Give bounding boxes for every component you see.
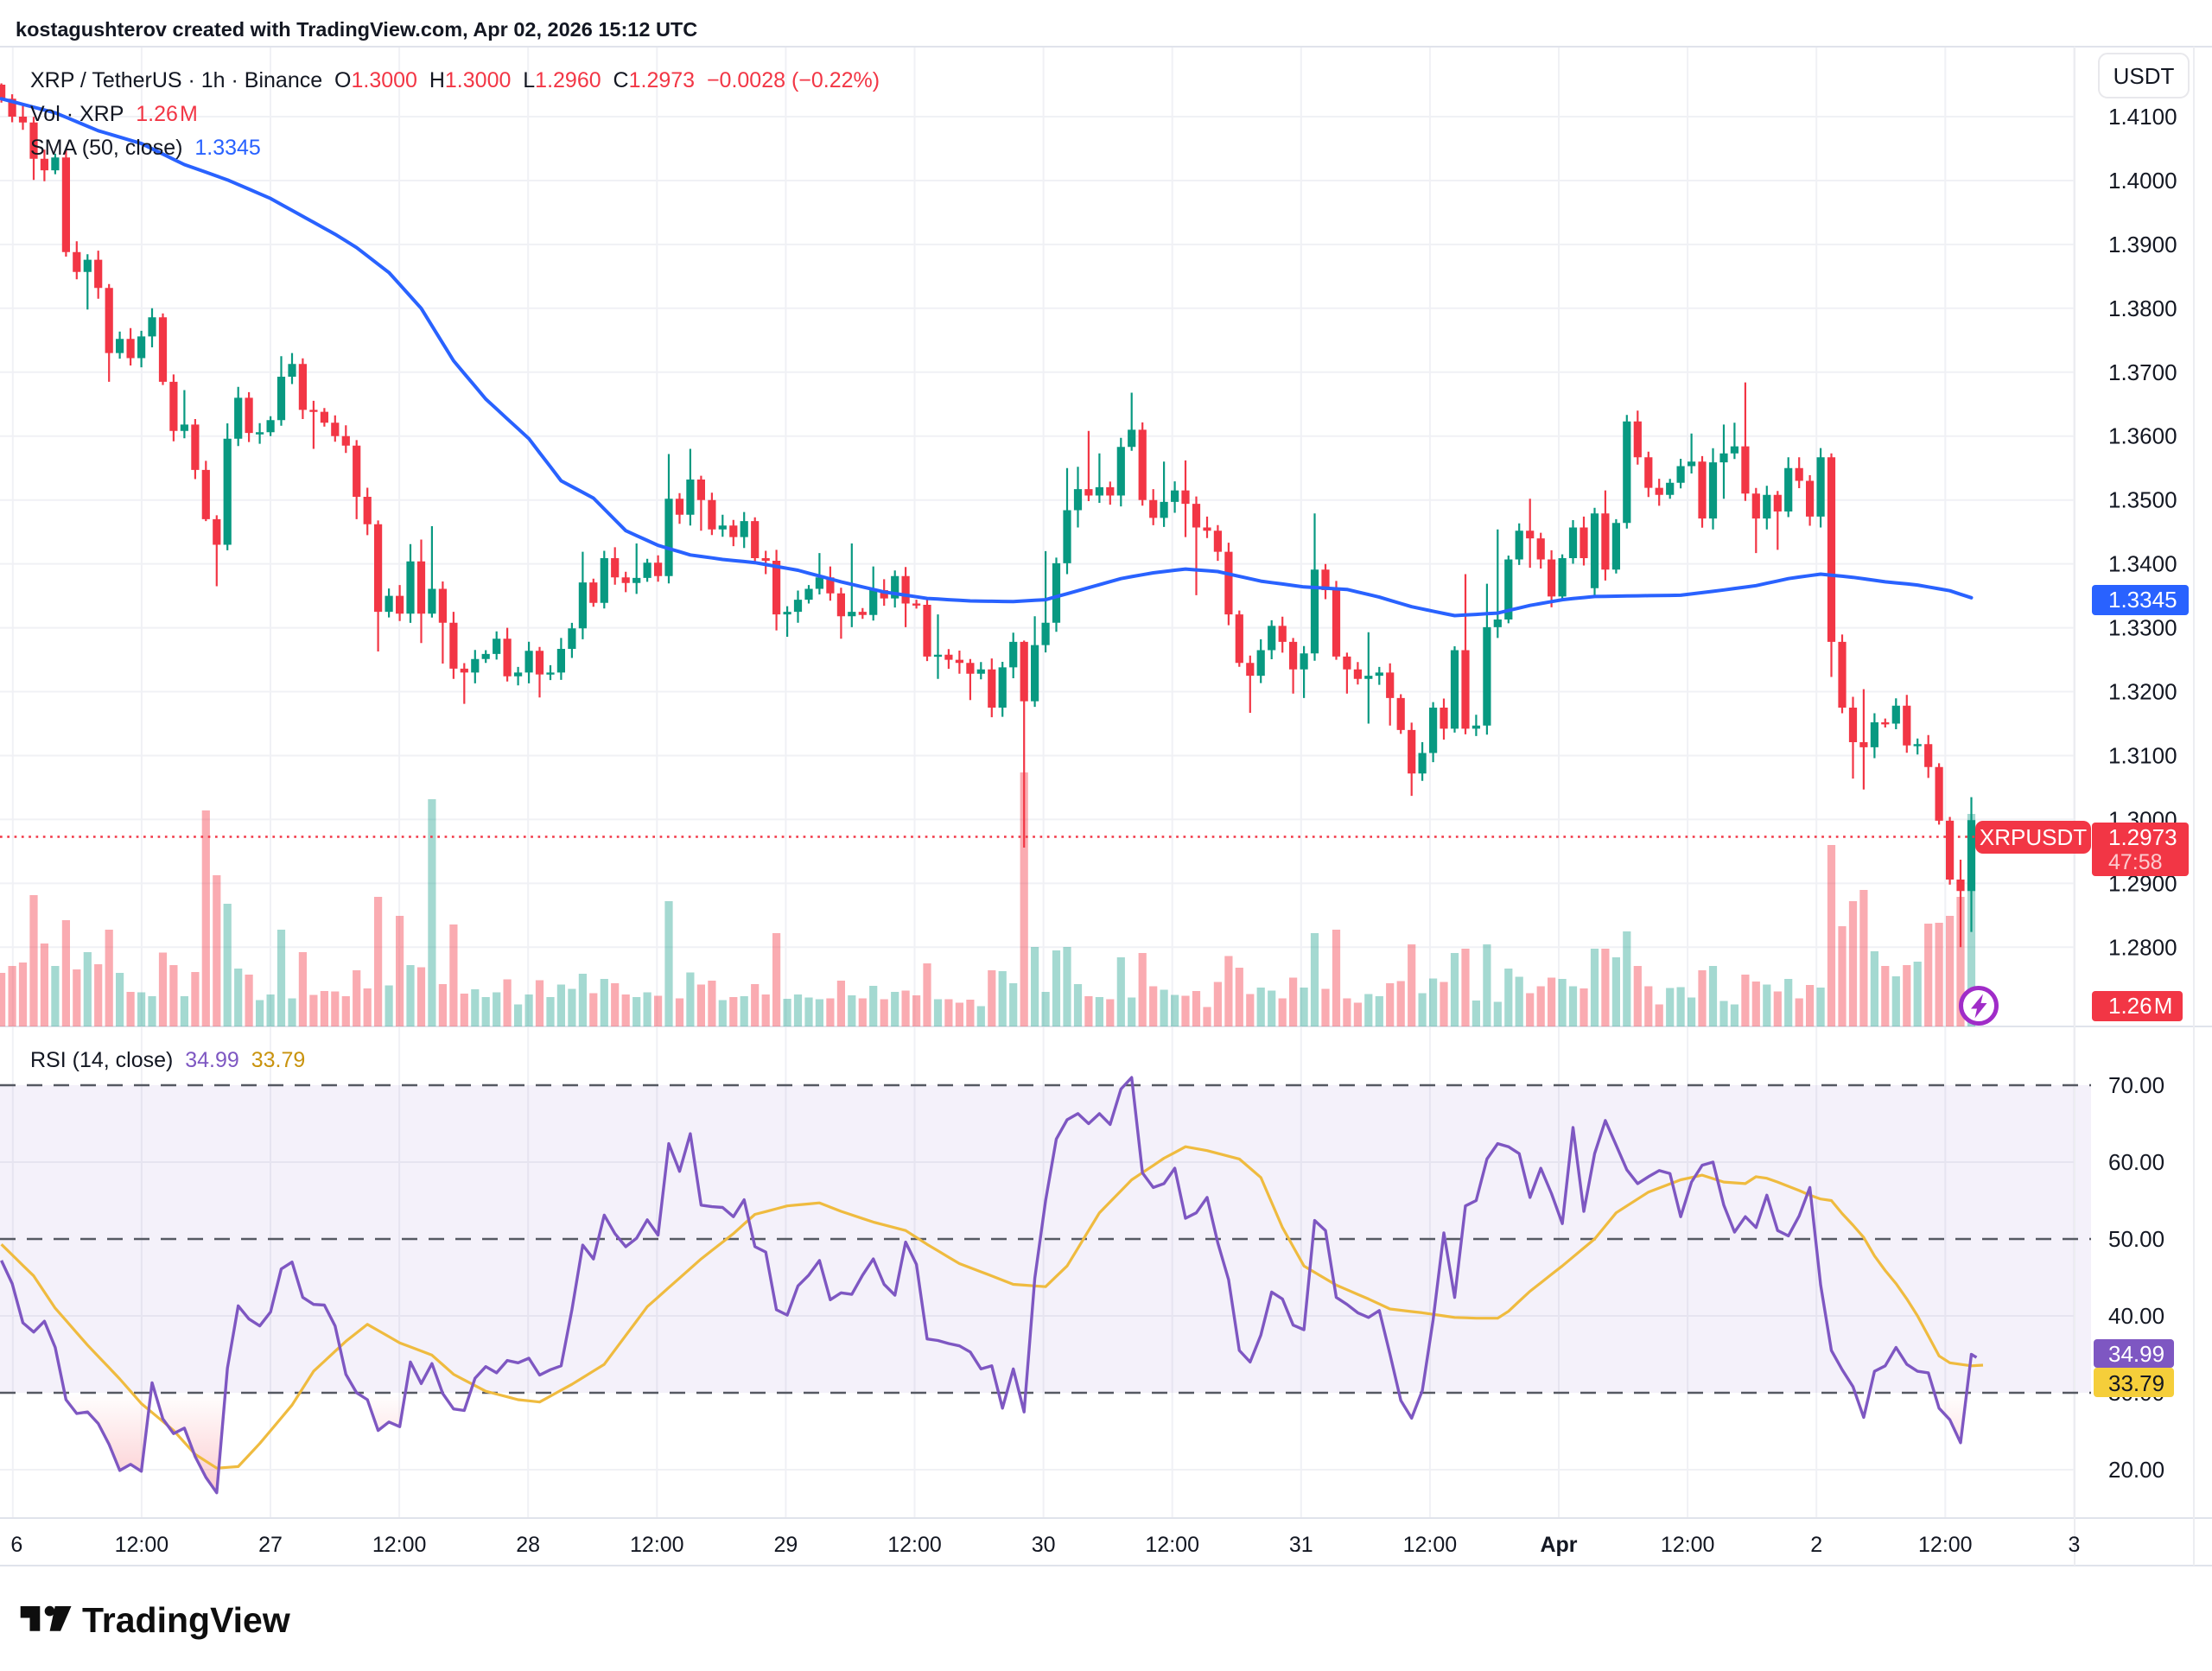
svg-text:XRPUSDT: XRPUSDT [1980,824,2087,850]
svg-text:1.3500: 1.3500 [2108,487,2177,513]
svg-text:6: 6 [10,1533,22,1557]
svg-text:XRP / TetherUS · 1h · Binance: XRP / TetherUS · 1h · Binance O1.3000 H1… [30,68,880,92]
svg-text:1.3400: 1.3400 [2108,551,2177,577]
svg-text:50.00: 50.00 [2108,1226,2164,1252]
svg-text:1.3700: 1.3700 [2108,359,2177,385]
svg-text:12:00: 12:00 [1661,1533,1715,1557]
svg-text:70.00: 70.00 [2108,1072,2164,1098]
svg-text:20.00: 20.00 [2108,1457,2164,1483]
svg-text:1.3800: 1.3800 [2108,295,2177,321]
svg-text:2: 2 [1810,1533,1822,1557]
svg-text:1.3900: 1.3900 [2108,232,2177,257]
svg-text:12:00: 12:00 [372,1533,427,1557]
svg-text:30: 30 [1032,1533,1056,1557]
svg-text:40.00: 40.00 [2108,1303,2164,1329]
svg-text:1.26 M: 1.26 M [2108,993,2172,1019]
svg-text:SMA (50, close) 1.3345: SMA (50, close) 1.3345 [30,136,261,160]
svg-text:33.79: 33.79 [2108,1370,2164,1396]
svg-text:31: 31 [1289,1533,1313,1557]
svg-text:12:00: 12:00 [115,1533,169,1557]
svg-text:USDT: USDT [2113,63,2175,89]
svg-text:27: 27 [258,1533,283,1557]
svg-text:1.2973: 1.2973 [2108,824,2177,850]
svg-text:3: 3 [2068,1533,2080,1557]
svg-text:TradingView: TradingView [82,1600,290,1640]
svg-text:34.99: 34.99 [2108,1341,2164,1367]
svg-text:12:00: 12:00 [1918,1533,1973,1557]
svg-text:12:00: 12:00 [1145,1533,1199,1557]
svg-text:1.2800: 1.2800 [2108,934,2177,960]
svg-text:Vol · XRP 1.26 M: Vol · XRP 1.26 M [30,102,198,126]
svg-text:1.3300: 1.3300 [2108,615,2177,641]
svg-text:12:00: 12:00 [1403,1533,1458,1557]
svg-text:1.3345: 1.3345 [2108,587,2177,613]
svg-text:1.3100: 1.3100 [2108,743,2177,769]
svg-text:12:00: 12:00 [887,1533,942,1557]
svg-text:1.3200: 1.3200 [2108,679,2177,705]
svg-text:Apr: Apr [1540,1533,1577,1557]
svg-text:1.4000: 1.4000 [2108,168,2177,194]
svg-text:28: 28 [516,1533,540,1557]
svg-text:29: 29 [773,1533,798,1557]
svg-text:RSI (14, close) 34.99 33.79: RSI (14, close) 34.99 33.79 [30,1048,305,1072]
svg-text:60.00: 60.00 [2108,1149,2164,1175]
svg-text:47:58: 47:58 [2108,850,2163,874]
svg-text:kostagushterov created with Tr: kostagushterov created with TradingView.… [16,18,697,41]
svg-text:1.3600: 1.3600 [2108,423,2177,449]
svg-text:1.4100: 1.4100 [2108,104,2177,130]
svg-text:12:00: 12:00 [630,1533,684,1557]
